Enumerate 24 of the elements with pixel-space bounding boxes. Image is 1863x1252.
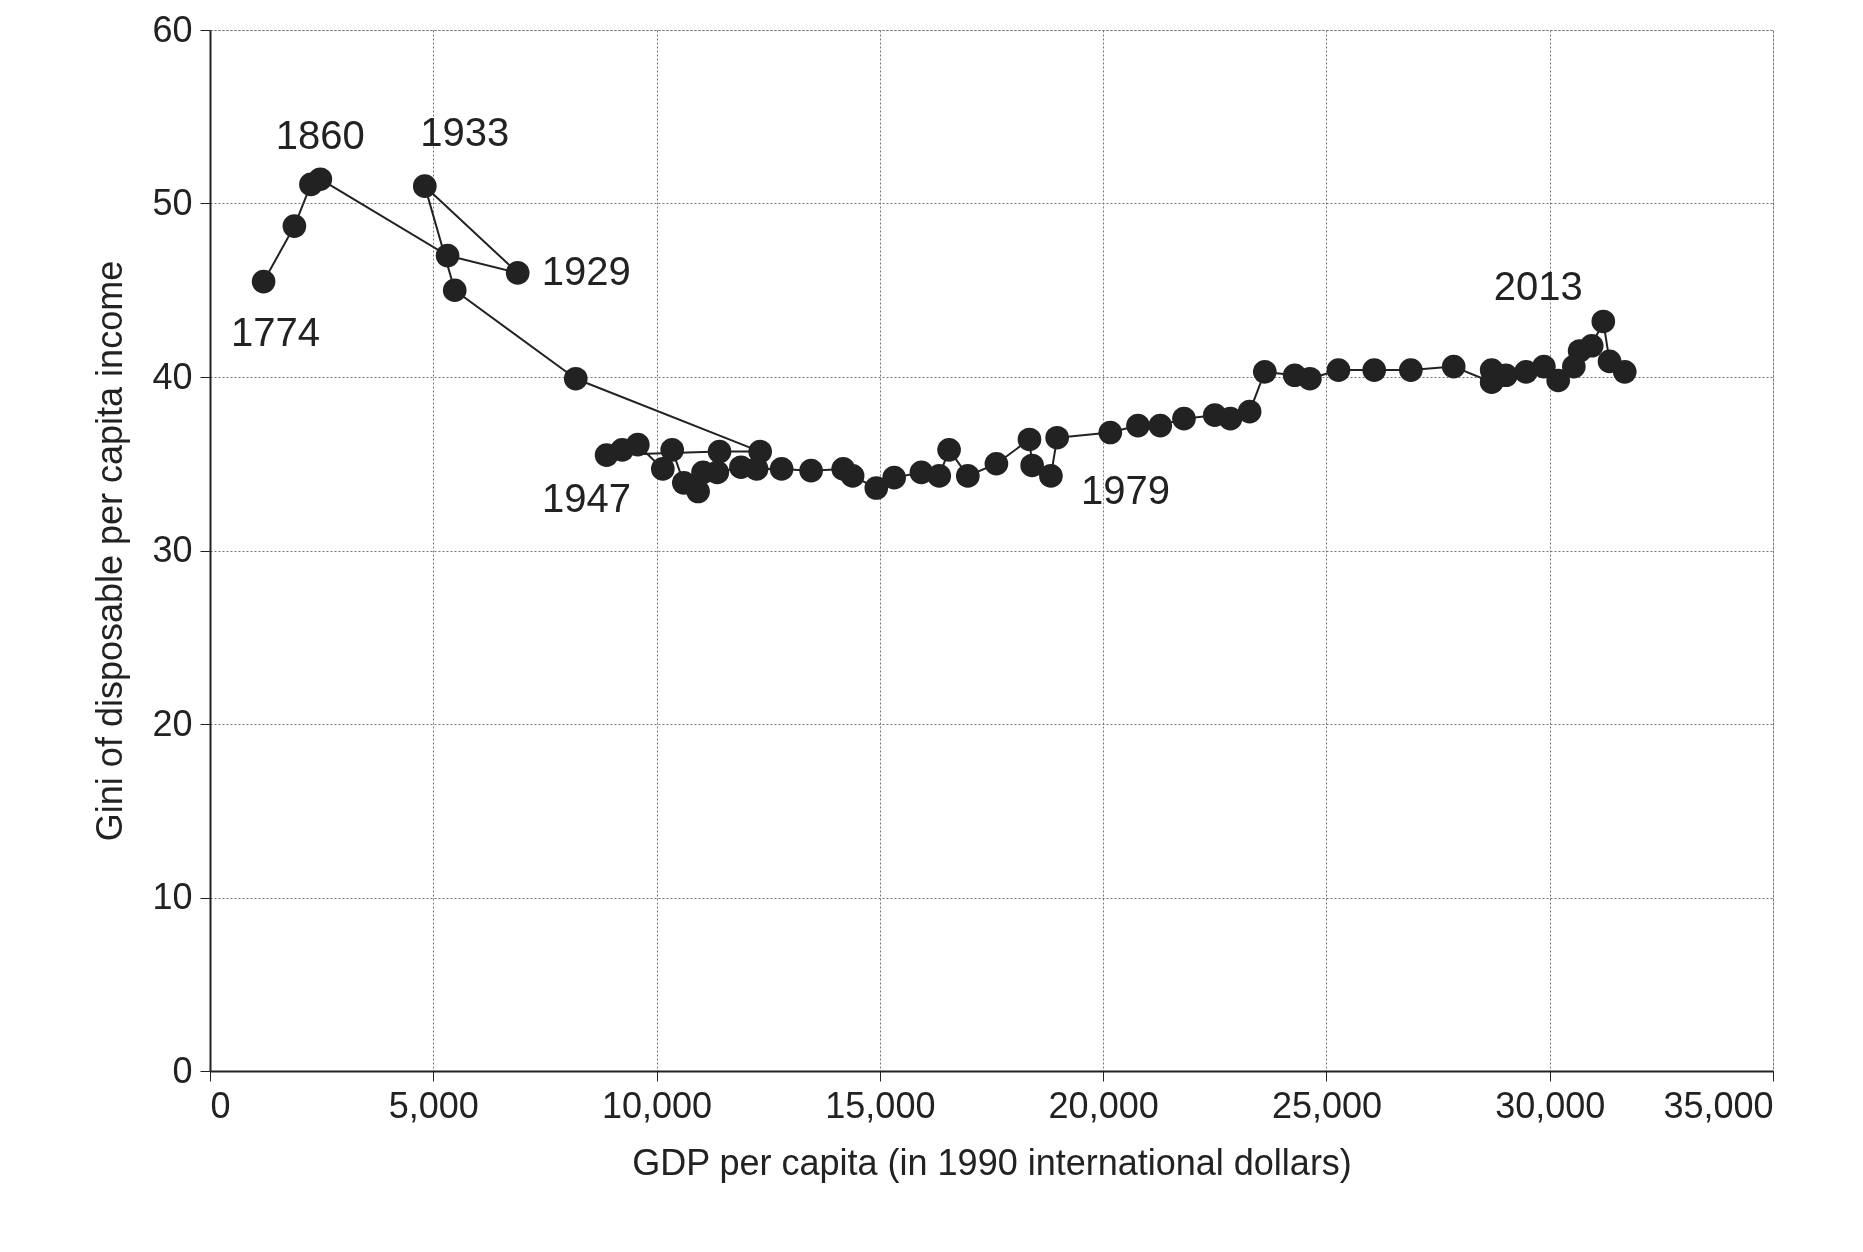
y-tick-label: 60 [152,8,193,50]
x-tick-label: 5,000 [388,1084,479,1126]
x-tick-label: 0 [210,1084,231,1126]
y-tick-label: 40 [152,355,193,397]
annotation: 2013 [1493,264,1583,309]
x-tick-label: 10,000 [602,1084,713,1126]
annotation: 1774 [231,309,321,354]
y-tick-label: 0 [172,1049,193,1091]
annotation: 1979 [1080,467,1170,512]
x-axis-title: GDP per capita (in 1990 international dollars) [632,1141,1352,1183]
annotation: 1933 [420,110,510,155]
x-tick-label: 35,000 [1663,1084,1774,1126]
y-axis-title: Gini of disposable per capita income [89,260,131,842]
annotation: 1860 [275,113,365,158]
y-tick-label: 10 [152,876,193,917]
x-tick-label: 30,000 [1495,1084,1606,1126]
annotation: 1929 [541,248,631,293]
y-tick-label: 20 [152,702,193,744]
annotation: 1947 [542,476,632,521]
x-tick-label: 25,000 [1271,1084,1382,1126]
x-tick-label: 20,000 [1048,1084,1159,1126]
x-tick-label: 15,000 [825,1084,936,1126]
y-tick-label: 30 [152,529,193,570]
y-tick-label: 50 [152,182,193,223]
